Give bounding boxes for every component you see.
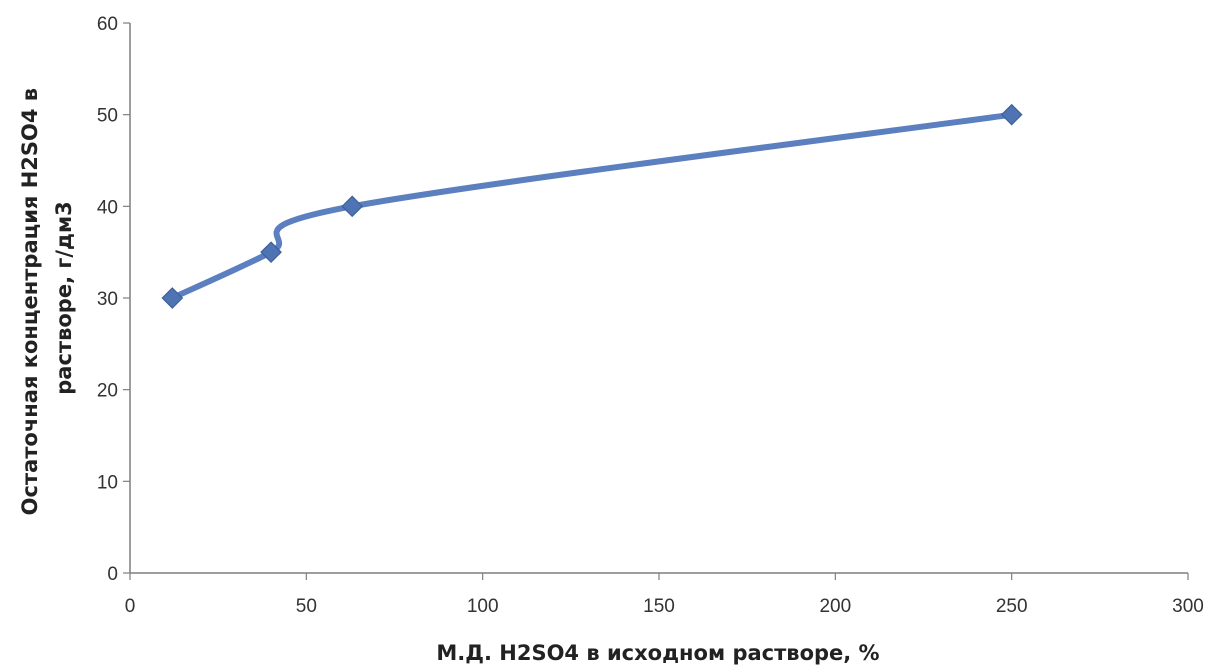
x-tick-label: 0: [125, 596, 136, 617]
y-axis-title-line-1: Остаточная концентрация H2SO4 в: [18, 88, 42, 515]
x-axis-title: М.Д. H2SO4 в исходном растворе, %: [436, 641, 879, 665]
y-axis-title-line-2: растворе, г/дм3: [52, 201, 76, 394]
data-point-marker: [260, 241, 282, 264]
y-tick-label: 50: [97, 106, 118, 127]
x-tick-label: 100: [467, 596, 499, 617]
y-tick-label: 30: [97, 289, 118, 310]
series-line: [169, 111, 1015, 301]
data-point-marker: [161, 287, 184, 309]
data-point-marker: [341, 195, 364, 218]
x-tick-label: 150: [643, 596, 675, 617]
y-tick-label: 60: [97, 14, 118, 35]
y-axis-title: Остаточная концентрация H2SO4 в растворе…: [18, 81, 76, 516]
y-tick-label: 0: [107, 564, 118, 585]
x-tick-label: 250: [996, 596, 1028, 617]
x-tick-label: 50: [296, 596, 317, 617]
axes: [129, 23, 1188, 574]
y-tick-label: 20: [97, 381, 118, 402]
data-point-marker: [1000, 103, 1023, 126]
axis-ticks: 0 10 20 30 40 50 60 0 50 100 150 200 250 300: [97, 14, 1204, 617]
x-tick-label: 200: [819, 596, 851, 617]
series-layer: [161, 103, 1023, 309]
y-tick-label: 40: [97, 197, 118, 218]
x-tick-label: 300: [1172, 596, 1204, 617]
y-tick-label: 10: [97, 472, 118, 493]
